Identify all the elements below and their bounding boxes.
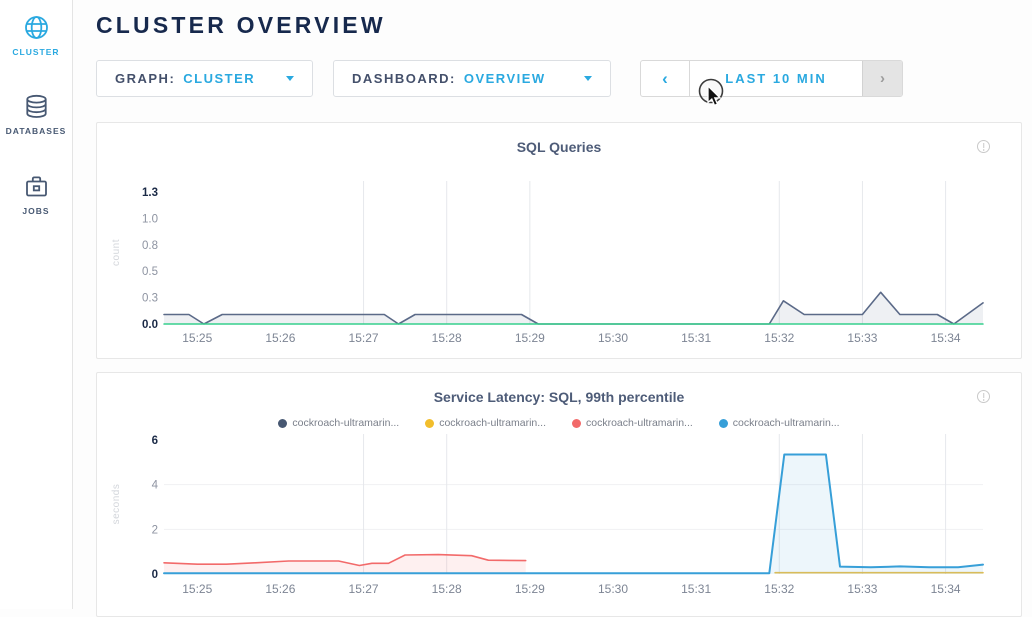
sql-queries-chart: 15:25 15:26 15:27 15:28 15:29 15:30 15:31 15:32… [111, 181, 984, 345]
controls-bar: GRAPH: CLUSTER DASHBOARD: OVERVIEW ‹ LAS… [96, 60, 1022, 97]
sidebar-item-jobs[interactable]: JOBS [0, 173, 72, 216]
sidebar-item-label: DATABASES [5, 126, 67, 136]
svg-text:15:30: 15:30 [598, 331, 628, 345]
graph-dropdown-label: GRAPH: [115, 71, 176, 86]
dashboard-dropdown-value: OVERVIEW [463, 71, 546, 86]
legend-item[interactable]: cockroach-ultramarin... [718, 417, 840, 429]
svg-text:15:30: 15:30 [598, 582, 628, 596]
legend-item[interactable]: cockroach-ultramarin... [425, 417, 546, 429]
legend-label: cockroach-ultramarin... [439, 417, 546, 429]
svg-text:15:32: 15:32 [764, 582, 794, 596]
info-icon[interactable] [977, 140, 990, 153]
time-range-value[interactable]: LAST 10 MIN [689, 61, 862, 96]
svg-text:2: 2 [152, 524, 158, 536]
legend-item[interactable]: cockroach-ultramarin... [278, 417, 399, 429]
time-range-prev-button[interactable]: ‹ [641, 61, 689, 96]
sidebar-item-cluster[interactable]: CLUSTER [0, 14, 72, 57]
legend-dot-icon [278, 418, 288, 428]
legend-label: cockroach-ultramarin... [292, 417, 400, 429]
svg-text:15:27: 15:27 [349, 582, 379, 596]
svg-text:15:29: 15:29 [515, 582, 545, 596]
svg-text:0.3: 0.3 [142, 293, 158, 305]
svg-text:15:25: 15:25 [182, 582, 212, 596]
sidebar-item-label: JOBS [22, 206, 50, 216]
page-title: CLUSTER OVERVIEW [96, 12, 386, 38]
graph-dropdown-value: CLUSTER [183, 71, 256, 86]
svg-text:0.8: 0.8 [142, 240, 158, 252]
svg-text:0.0: 0.0 [142, 319, 158, 331]
dashboard-dropdown-label: DASHBOARD: [352, 71, 456, 86]
svg-text:4: 4 [152, 480, 159, 492]
svg-text:15:29: 15:29 [515, 331, 545, 345]
svg-text:15:33: 15:33 [847, 582, 877, 596]
svg-text:15:32: 15:32 [764, 331, 794, 345]
svg-text:15:34: 15:34 [931, 582, 961, 596]
info-icon[interactable] [977, 390, 990, 403]
sidebar: CLUSTER DATABASES JOBS [0, 0, 73, 609]
chevron-down-icon [584, 76, 592, 81]
legend-item[interactable]: cockroach-ultramarin... [572, 417, 693, 429]
legend-dot-icon [718, 418, 728, 428]
chart-title: SQL Queries [516, 139, 602, 155]
time-range-selector: ‹ LAST 10 MIN › [640, 60, 903, 97]
graph-dropdown[interactable]: GRAPH: CLUSTER [96, 60, 313, 97]
dashboard-dropdown[interactable]: DASHBOARD: OVERVIEW [333, 60, 611, 97]
main-content: CLUSTER OVERVIEW GRAPH: CLUSTER DASHBOAR… [74, 0, 1032, 617]
svg-text:15:31: 15:31 [681, 582, 711, 596]
svg-text:15:28: 15:28 [432, 582, 462, 596]
legend-label: cockroach-ultramarin... [732, 417, 840, 429]
svg-text:15:27: 15:27 [349, 331, 379, 345]
chart-legend: cockroach-ultramarin... cockroach-ultrama… [97, 417, 1021, 429]
chevron-right-icon: › [880, 70, 885, 87]
time-range-next-button[interactable]: › [862, 61, 902, 96]
legend-label: cockroach-ultramarin... [586, 417, 693, 429]
sidebar-item-databases[interactable]: DATABASES [0, 93, 72, 136]
svg-text:1.3: 1.3 [142, 187, 158, 199]
svg-text:15:34: 15:34 [931, 331, 961, 345]
svg-text:0.5: 0.5 [142, 266, 158, 278]
chart-card-service-latency: Service Latency: SQL, 99th percentile co… [96, 372, 1022, 617]
legend-dot-icon [572, 418, 581, 428]
svg-text:15:33: 15:33 [847, 331, 877, 345]
svg-text:6: 6 [152, 435, 158, 447]
sidebar-item-label: CLUSTER [12, 47, 60, 57]
databases-icon [25, 94, 47, 118]
svg-text:15:31: 15:31 [681, 331, 711, 345]
svg-text:15:28: 15:28 [432, 331, 462, 345]
chevron-left-icon: ‹ [662, 68, 668, 88]
svg-text:0: 0 [152, 569, 158, 581]
svg-text:15:25: 15:25 [182, 331, 212, 345]
chart-card-sql-queries: SQL Queries 15:25 15:26 15:27 15:28 15:29 15:… [96, 122, 1022, 359]
svg-text:count: count [111, 239, 122, 266]
service-latency-chart: 15:25 15:26 15:27 15:28 15:29 15:30 15:31 15:32… [111, 434, 984, 596]
time-range-label: LAST 10 MIN [725, 71, 827, 86]
svg-text:15:26: 15:26 [265, 582, 295, 596]
svg-text:seconds: seconds [111, 484, 122, 525]
chevron-down-icon [286, 76, 294, 81]
briefcase-icon [25, 176, 47, 197]
svg-text:15:26: 15:26 [265, 331, 295, 345]
legend-dot-icon [425, 418, 435, 428]
svg-text:1.0: 1.0 [142, 213, 158, 225]
globe-icon [24, 16, 48, 39]
chart-title: Service Latency: SQL, 99th percentile [433, 389, 685, 405]
